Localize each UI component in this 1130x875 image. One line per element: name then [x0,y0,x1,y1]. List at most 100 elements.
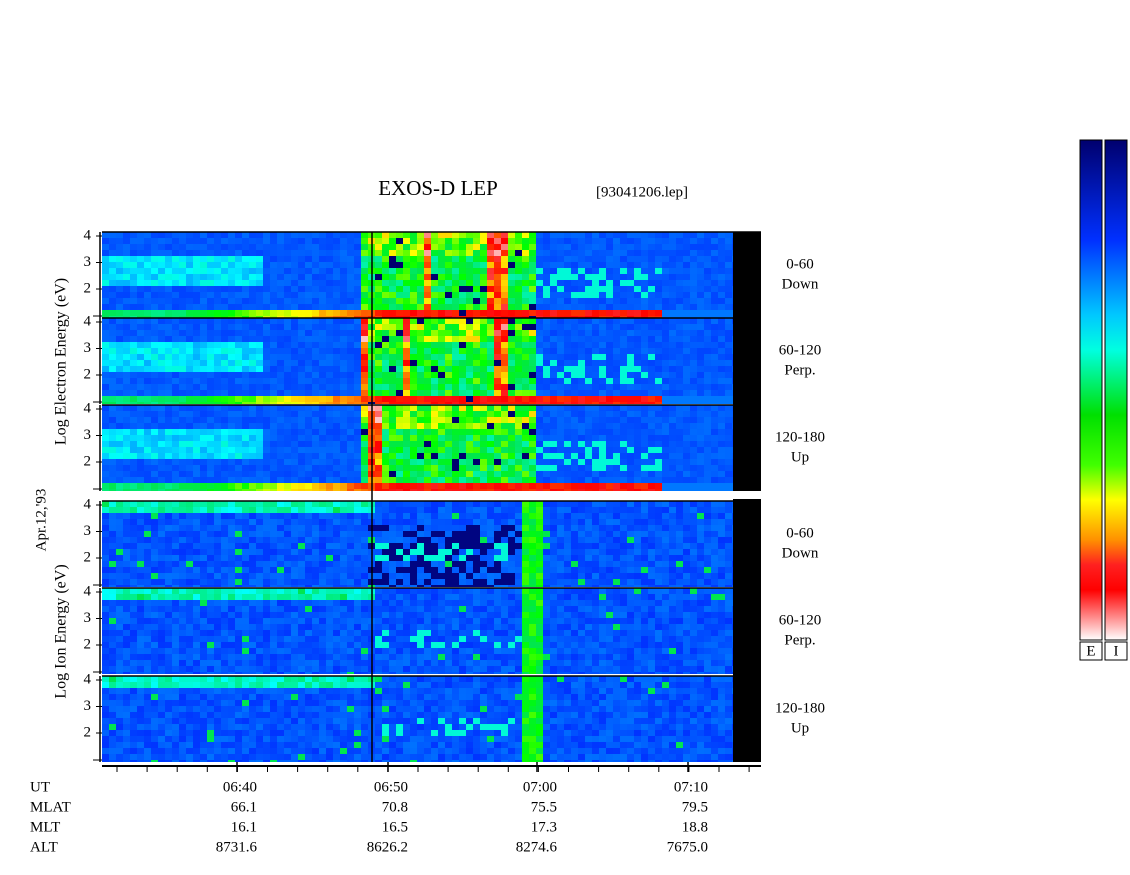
spectrogram-cell [249,298,256,304]
spectrogram-cell [599,286,606,292]
spectrogram-cell [186,262,193,268]
spectrogram-cell [697,429,704,435]
spectrogram-cell [326,250,333,256]
spectrogram-cell [123,453,130,459]
spectrogram-cell [333,384,340,390]
spectrogram-cell [277,232,284,238]
spectrogram-cell [732,471,733,477]
spectrogram-cell [487,405,494,411]
spectrogram-cell [641,423,648,429]
spectrogram-cell [690,304,697,310]
spectrogram-cell [438,330,445,336]
spectrogram-cell [585,268,592,274]
spectrogram-cell [431,396,438,402]
spectrogram-cell [634,435,641,441]
spectrogram-cell [732,298,733,304]
spectrogram-cell [207,423,214,429]
spectrogram-cell [333,489,340,491]
spectrogram-cell [690,384,697,390]
spectrogram-cell [445,507,452,513]
spectrogram-cell [305,366,312,372]
spectrogram-cell [256,402,263,404]
spectrogram-cell [704,336,711,342]
spectrogram-cell [382,268,389,274]
spectrogram-cell [221,292,228,298]
spectrogram-cell [130,519,137,525]
spectrogram-cell [424,232,431,238]
spectrogram-cell [725,330,732,336]
spectrogram-cell [515,402,522,404]
spectrogram-cell [382,238,389,244]
spectrogram-cell [144,304,151,310]
spectrogram-cell [235,453,242,459]
spectrogram-cell [382,384,389,390]
spectrogram-cell [704,423,711,429]
spectrogram-cell [130,354,137,360]
spectrogram-cell [648,384,655,390]
spectrogram-cell [389,256,396,262]
spectrogram-cell [109,366,116,372]
spectrogram-cell [543,244,550,250]
spectrogram-cell [263,561,270,567]
spectrogram-cell [382,417,389,423]
spectrogram-cell [137,372,144,378]
spectrogram-cell [165,330,172,336]
spectrogram-cell [690,411,697,417]
spectrogram-cell [235,304,242,310]
spectrogram-cell [501,471,508,477]
spectrogram-cell [634,417,641,423]
spectrogram-cell [347,555,354,561]
spectrogram-cell [277,573,284,579]
spectrogram-cell [669,489,676,491]
spectrogram-cell [473,384,480,390]
spectrogram-cell [417,250,424,256]
spectrogram-cell [676,465,683,471]
spectrogram-cell [249,372,256,378]
spectrogram-cell [732,390,733,396]
spectrogram-cell [494,232,501,238]
spectrogram-cell [298,360,305,366]
spectrogram-cell [690,471,697,477]
spectrogram-cell [172,360,179,366]
spectrogram-cell [228,298,235,304]
spectrogram-cell [242,378,249,384]
spectrogram-cell [249,501,256,507]
spectrogram-cell [144,567,151,573]
spectrogram-cell [109,453,116,459]
spectrogram-cell [389,274,396,280]
spectrogram-cell [249,519,256,525]
spectrogram-cell [396,405,403,411]
spectrogram-cell [298,447,305,453]
spectrogram-cell [508,262,515,268]
spectrogram-cell [725,318,732,324]
spectrogram-cell [319,579,326,585]
spectrogram-cell [291,318,298,324]
spectrogram-cell [263,519,270,525]
spectrogram-cell [620,405,627,411]
spectrogram-cell [487,507,494,513]
spectrogram-cell [536,489,543,491]
spectrogram-cell [417,348,424,354]
spectrogram-cell [382,525,389,531]
spectrogram-cell [172,507,179,513]
spectrogram-cell [284,435,291,441]
spectrogram-cell [417,402,424,404]
spectrogram-cell [648,396,655,402]
spectrogram-cell [578,274,585,280]
spectrogram-cell [585,429,592,435]
spectrogram-cell [130,316,137,318]
spectrogram-cell [508,360,515,366]
spectrogram-cell [193,286,200,292]
spectrogram-cell [648,459,655,465]
spectrogram-cell [627,354,634,360]
spectrogram-cell [228,256,235,262]
spectrogram-cell [522,402,529,404]
spectrogram-cell [347,256,354,262]
spectrogram-cell [214,411,221,417]
spectrogram-cell [676,304,683,310]
spectrogram-cell [319,268,326,274]
spectrogram-cell [662,298,669,304]
spectrogram-cell [165,489,172,491]
spectrogram-cell [291,330,298,336]
spectrogram-cell [515,318,522,324]
